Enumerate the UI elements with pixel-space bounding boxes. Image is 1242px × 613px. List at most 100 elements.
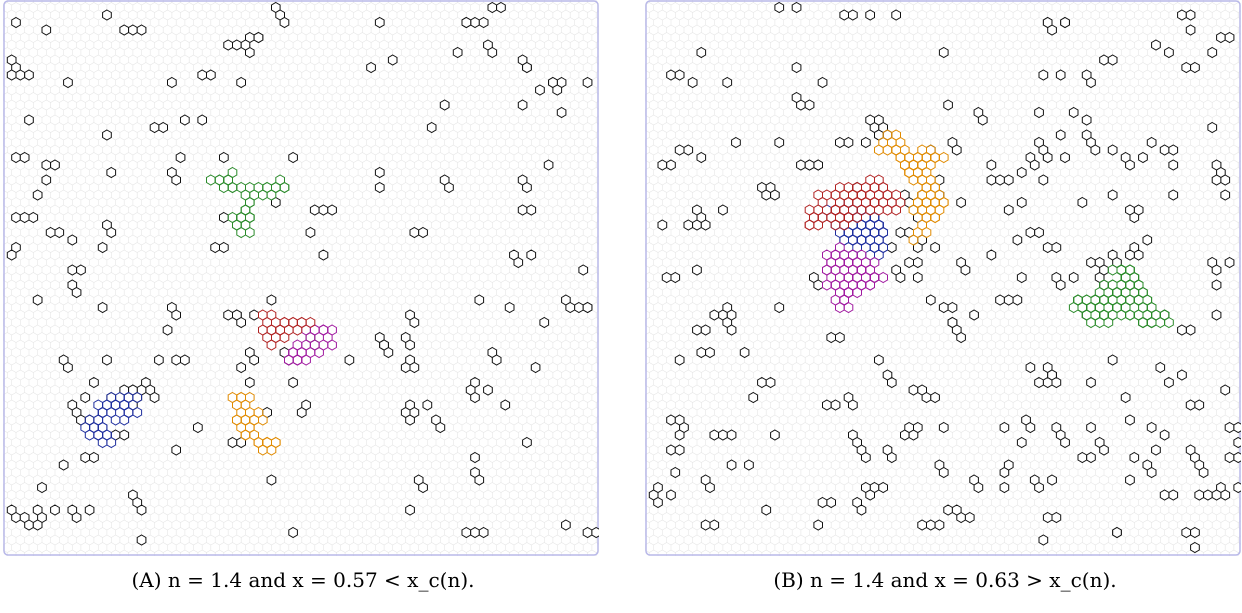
small-loop (517, 99, 528, 111)
small-loop (197, 114, 207, 126)
small-loop (366, 61, 376, 74)
small-loop (374, 166, 385, 179)
small-loop (197, 69, 216, 81)
small-loop (1168, 189, 1179, 201)
small-loop (219, 211, 229, 224)
small-loop (67, 504, 95, 524)
small-loop (561, 294, 576, 314)
small-loop (1207, 121, 1218, 134)
small-loop (861, 481, 888, 501)
small-loop (891, 9, 901, 21)
small-loop (1003, 459, 1014, 471)
small-loop (309, 204, 337, 216)
small-loop (301, 399, 311, 411)
small-loop (774, 136, 785, 149)
small-loop (97, 301, 108, 314)
small-loop (32, 189, 43, 201)
small-loop (739, 346, 750, 359)
small-loop (1177, 324, 1187, 336)
small-loop (80, 391, 91, 404)
small-loop (574, 301, 593, 314)
small-loop (826, 331, 845, 344)
small-loop (175, 151, 186, 164)
small-loop (986, 159, 997, 171)
small-loop (1016, 436, 1027, 449)
highlighted-loop (1068, 264, 1174, 329)
small-loop (796, 159, 815, 171)
small-loop (32, 504, 60, 524)
small-loop (657, 219, 668, 231)
small-loop (58, 459, 69, 471)
small-loop (6, 249, 17, 261)
small-loop (387, 54, 398, 66)
small-loop (6, 69, 34, 81)
small-loop (1151, 39, 1161, 51)
small-loop (374, 181, 385, 194)
small-loop (1211, 489, 1222, 501)
small-loop (1224, 421, 1241, 449)
small-loop (1086, 376, 1096, 389)
small-loop (288, 376, 298, 389)
caption-a-text: n = 1.4 and x = 0.57 < x_c(n). (167, 568, 475, 592)
loop-configuration-b (645, 0, 1241, 556)
small-loop (861, 136, 871, 149)
small-loop (58, 354, 73, 374)
highlighted-loop (822, 241, 888, 314)
small-loop (934, 459, 949, 479)
small-loop (696, 46, 707, 59)
small-loop (1220, 384, 1231, 396)
small-loop (41, 159, 60, 171)
small-loop (517, 204, 537, 216)
small-loop (1151, 444, 1161, 456)
small-loop (539, 316, 550, 329)
small-loop (6, 54, 17, 66)
small-loop (1051, 421, 1070, 449)
small-loop (106, 166, 117, 179)
small-loop (236, 361, 246, 374)
small-loop (835, 136, 854, 149)
small-loop (1094, 436, 1109, 456)
small-loop (843, 391, 858, 411)
small-loop (24, 114, 34, 126)
small-loop (1207, 46, 1218, 59)
small-loop (1168, 489, 1179, 501)
small-loop (1034, 376, 1053, 389)
small-loop (696, 151, 707, 164)
small-loop (102, 9, 112, 21)
small-loop (1060, 16, 1070, 29)
small-loop (774, 1, 785, 14)
small-loop (517, 174, 532, 194)
small-loop (956, 511, 975, 524)
small-loop (666, 69, 685, 81)
small-loop (1211, 174, 1231, 201)
small-loop (578, 264, 589, 276)
small-loop (1047, 369, 1062, 389)
small-loop (1038, 69, 1049, 81)
small-loop (1142, 234, 1153, 246)
small-loop (917, 519, 936, 531)
small-loop (904, 421, 923, 434)
small-loop (1016, 271, 1027, 284)
lattice-border (3, 0, 599, 556)
small-loop (709, 309, 720, 321)
small-loop (1185, 324, 1196, 336)
small-loop (1129, 451, 1140, 464)
highlighted-loop (822, 196, 888, 261)
small-loop (709, 429, 737, 441)
small-loop (817, 496, 836, 509)
small-loop (119, 24, 147, 36)
small-loop (1038, 534, 1049, 546)
small-loop (45, 226, 65, 239)
small-loop (1029, 474, 1057, 494)
small-loop (934, 519, 945, 531)
small-loop (67, 399, 86, 426)
small-loop (1146, 136, 1157, 149)
small-loop (1159, 489, 1170, 501)
small-loop (452, 46, 463, 59)
small-loop (839, 9, 858, 21)
small-loop (149, 121, 168, 134)
small-loop (1164, 376, 1174, 389)
small-loop (1099, 54, 1118, 66)
small-loop (41, 174, 52, 186)
small-loop (409, 226, 428, 239)
